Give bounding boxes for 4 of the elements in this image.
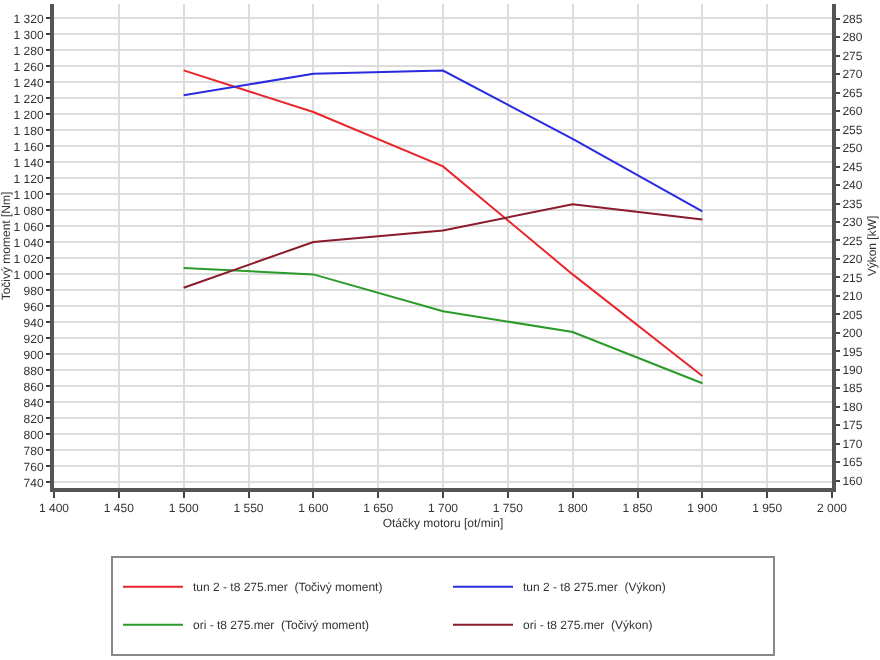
line-series (182, 69, 704, 377)
line-series (182, 69, 704, 213)
line-series (182, 267, 704, 385)
line-series (182, 203, 704, 289)
